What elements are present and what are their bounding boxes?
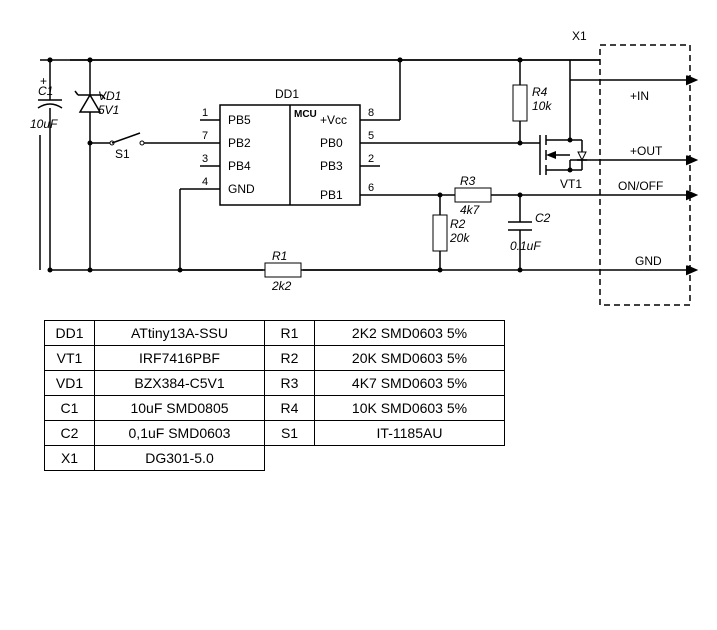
table-cell: 20K SMD0603 5%: [315, 346, 505, 371]
c2-ref: C2: [535, 211, 551, 225]
connector-ref: X1: [572, 29, 587, 43]
svg-text:PB4: PB4: [228, 159, 251, 173]
dd1-ref: DD1: [275, 87, 299, 101]
resistor-r4: R4 10k: [513, 60, 552, 143]
svg-text:8: 8: [368, 107, 374, 119]
ic-dd1: DD1 MCU 1 PB5 7 PB2 3 PB4 4 GND 8 +Vcc 5…: [200, 87, 380, 205]
conn-pin-gnd: GND: [635, 254, 662, 268]
table-cell: IRF7416PBF: [95, 346, 265, 371]
svg-text:PB0: PB0: [320, 136, 343, 150]
table-row: C110uF SMD0805R410K SMD0603 5%: [45, 396, 505, 421]
table-cell: VD1: [45, 371, 95, 396]
svg-text:1: 1: [202, 107, 208, 119]
table-cell: 10K SMD0603 5%: [315, 396, 505, 421]
table-cell: BZX384-C5V1: [95, 371, 265, 396]
bom-table: DD1ATtiny13A-SSUR12K2 SMD0603 5%VT1IRF74…: [44, 320, 505, 471]
vt1-ref: VT1: [560, 177, 582, 191]
capacitor-c2: C2 0.1uF: [508, 195, 551, 270]
r3-ref: R3: [460, 174, 476, 188]
svg-text:+Vcc: +Vcc: [320, 113, 347, 127]
table-cell: DD1: [45, 321, 95, 346]
mcu-label: MCU: [294, 109, 317, 120]
svg-text:PB3: PB3: [320, 159, 343, 173]
table-cell: ATtiny13A-SSU: [95, 321, 265, 346]
table-cell: S1: [265, 421, 315, 446]
s1-ref: S1: [115, 147, 130, 161]
zener-vd1: VD1 5V1: [75, 60, 121, 270]
svg-text:4: 4: [202, 176, 208, 188]
table-cell: R3: [265, 371, 315, 396]
table-cell: [265, 446, 315, 471]
capacitor-c1-v: C1 10uF +: [30, 55, 70, 270]
table-cell: IT-1185AU: [315, 421, 505, 446]
mosfet-vt1: VT1: [540, 80, 600, 191]
conn-pin-out: +OUT: [630, 144, 663, 158]
r2-val: 20k: [449, 231, 470, 245]
r3-val: 4k7: [460, 203, 481, 217]
table-row: C20,1uF SMD0603S1IT-1185AU: [45, 421, 505, 446]
table-cell: R2: [265, 346, 315, 371]
table-cell: [315, 446, 505, 471]
table-cell: X1: [45, 446, 95, 471]
table-cell: 2K2 SMD0603 5%: [315, 321, 505, 346]
switch-s1: S1: [88, 133, 201, 161]
table-cell: 10uF SMD0805: [95, 396, 265, 421]
table-cell: R1: [265, 321, 315, 346]
r1-ref: R1: [272, 249, 287, 263]
svg-text:3: 3: [202, 153, 208, 165]
r1-val: 2k2: [271, 279, 292, 293]
c1-val: 10uF: [30, 117, 58, 131]
table-cell: C1: [45, 396, 95, 421]
table-cell: VT1: [45, 346, 95, 371]
svg-text:PB2: PB2: [228, 136, 251, 150]
table-cell: DG301-5.0: [95, 446, 265, 471]
connector-x1: X1 +IN +OUT ON/OFF GND: [572, 29, 695, 305]
r2-ref: R2: [450, 217, 466, 231]
c2-val: 0.1uF: [510, 239, 541, 253]
svg-text:6: 6: [368, 182, 374, 194]
schematic-diagram: X1 +IN +OUT ON/OFF GND C1 10uF +: [0, 0, 717, 320]
svg-text:GND: GND: [228, 182, 255, 196]
vd1-val: 5V1: [98, 103, 119, 117]
table-row: DD1ATtiny13A-SSUR12K2 SMD0603 5%: [45, 321, 505, 346]
svg-text:+: +: [40, 74, 47, 88]
vd1-ref: VD1: [98, 89, 121, 103]
svg-text:PB5: PB5: [228, 113, 251, 127]
table-row: X1DG301-5.0: [45, 446, 505, 471]
svg-text:2: 2: [368, 153, 374, 165]
svg-text:7: 7: [202, 130, 208, 142]
table-cell: 4K7 SMD0603 5%: [315, 371, 505, 396]
table-cell: 0,1uF SMD0603: [95, 421, 265, 446]
table-row: VD1BZX384-C5V1R34K7 SMD0603 5%: [45, 371, 505, 396]
r4-val: 10k: [532, 99, 552, 113]
conn-pin-onoff: ON/OFF: [618, 179, 663, 193]
svg-text:5: 5: [368, 130, 374, 142]
svg-text:PB1: PB1: [320, 188, 343, 202]
table-row: VT1IRF7416PBFR220K SMD0603 5%: [45, 346, 505, 371]
r4-ref: R4: [532, 85, 548, 99]
table-cell: R4: [265, 396, 315, 421]
conn-pin-in: +IN: [630, 89, 649, 103]
table-cell: C2: [45, 421, 95, 446]
